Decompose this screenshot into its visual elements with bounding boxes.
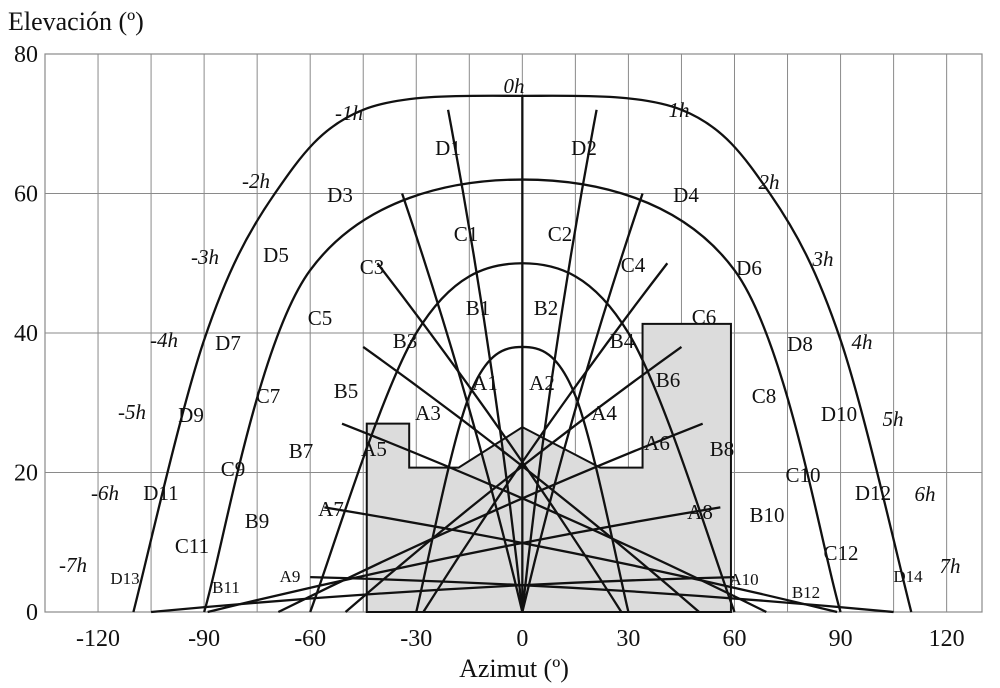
zone-label: D6 — [736, 256, 762, 280]
zone-label: D9 — [178, 403, 204, 427]
zone-label: A5 — [361, 437, 387, 461]
zone-label: C11 — [175, 534, 209, 558]
hour-line-2h — [521, 193, 644, 613]
hour-label: 0h — [504, 74, 525, 98]
hour-lines — [150, 95, 894, 614]
zone-label: C1 — [454, 222, 479, 246]
zone-label: D8 — [787, 332, 813, 356]
zone-label: B8 — [710, 437, 735, 461]
y-tick-label: 60 — [14, 182, 38, 208]
obstacle-profile — [365, 322, 732, 613]
x-axis-title: Azimut (º) — [459, 654, 569, 683]
x-tick-label: 90 — [829, 626, 853, 652]
x-tick-label: -90 — [188, 626, 220, 652]
zone-label: A7 — [318, 497, 344, 521]
zone-label: B3 — [393, 329, 418, 353]
zone-label: C9 — [221, 457, 246, 481]
zone-label: C2 — [548, 222, 573, 246]
hour-label: 6h — [915, 482, 936, 506]
hour-line--7h — [310, 575, 894, 614]
y-tick-label: 20 — [14, 461, 38, 487]
hour-line-6h — [207, 506, 721, 614]
hour-label: 3h — [812, 247, 834, 271]
zone-label: C6 — [692, 305, 717, 329]
hour-label: -1h — [335, 101, 363, 125]
hour-label: -3h — [191, 245, 219, 269]
hour-label: 4h — [852, 330, 873, 354]
zone-label: A9 — [280, 567, 301, 586]
y-tick-label: 80 — [14, 42, 38, 68]
hour-line--3h — [376, 262, 623, 613]
y-axis-title: Elevación (º) — [8, 7, 144, 36]
x-tick-label: 60 — [722, 626, 746, 652]
zone-label: D5 — [263, 243, 289, 267]
zone-label: C8 — [752, 384, 777, 408]
chart-labels: Elevación (º) Azimut (º) -120 -90 -60 -30 0 30 6… — [8, 7, 965, 683]
zone-label: C3 — [360, 255, 385, 279]
zone-label: C7 — [256, 384, 281, 408]
hour-line--5h — [341, 422, 767, 614]
hour-line-4h — [344, 346, 683, 613]
zone-label: B6 — [656, 368, 681, 392]
x-tick-label: -30 — [400, 626, 432, 652]
hour-line--6h — [324, 506, 838, 614]
hour-line-7h — [150, 575, 735, 614]
zone-label: A8 — [687, 500, 713, 524]
zone-label: D4 — [673, 183, 699, 207]
zone-label: B10 — [749, 503, 784, 527]
hour-label: -6h — [91, 481, 119, 505]
zone-label: D1 — [435, 136, 461, 160]
zone-label: B11 — [212, 578, 240, 597]
zone-label: A3 — [415, 401, 441, 425]
hour-line--2h — [401, 193, 524, 613]
zone-label: C12 — [823, 541, 858, 565]
y-tick-label: 40 — [14, 321, 38, 347]
zone-label: A6 — [644, 431, 670, 455]
y-tick-label: 0 — [26, 600, 38, 626]
x-tick-label: -120 — [76, 626, 120, 652]
obstacle-polygon — [365, 322, 732, 613]
zone-label: A4 — [591, 401, 617, 425]
zone-label: D12 — [855, 481, 891, 505]
zone-label: D10 — [821, 402, 857, 426]
zone-label: B9 — [245, 509, 270, 533]
hour-line-3h — [422, 262, 669, 613]
x-tick-label: 30 — [616, 626, 640, 652]
zone-label: D11 — [143, 481, 178, 505]
zone-label: B7 — [289, 439, 314, 463]
hour-label: 1h — [669, 98, 690, 122]
zone-label: D3 — [327, 183, 353, 207]
hour-label: -4h — [150, 328, 178, 352]
zone-label: A1 — [472, 371, 498, 395]
x-tick-label: 120 — [929, 626, 965, 652]
zone-label: D2 — [571, 136, 597, 160]
hour-label: 5h — [883, 407, 904, 431]
hour-label: -2h — [242, 169, 270, 193]
zone-label: A2 — [529, 371, 555, 395]
hour-label: -5h — [118, 400, 146, 424]
hour-label: 2h — [759, 170, 780, 194]
zone-label: D7 — [215, 331, 241, 355]
hour-label: -7h — [59, 553, 87, 577]
hour-label: 7h — [940, 554, 961, 578]
zone-label: B12 — [792, 583, 820, 602]
zone-label: C5 — [308, 306, 333, 330]
zone-label: C10 — [785, 463, 820, 487]
zone-label: C4 — [621, 253, 646, 277]
zone-label: D13 — [110, 569, 139, 588]
zone-label: A10 — [729, 570, 758, 589]
x-tick-label: -60 — [294, 626, 326, 652]
zone-label: B2 — [534, 296, 559, 320]
hour-line-5h — [277, 422, 704, 614]
x-tick-label: 0 — [516, 626, 528, 652]
zone-label: D14 — [893, 567, 923, 586]
zone-label: B5 — [334, 379, 359, 403]
hour-line--4h — [362, 346, 700, 613]
zone-label: B4 — [610, 329, 635, 353]
zone-label: B1 — [466, 296, 491, 320]
